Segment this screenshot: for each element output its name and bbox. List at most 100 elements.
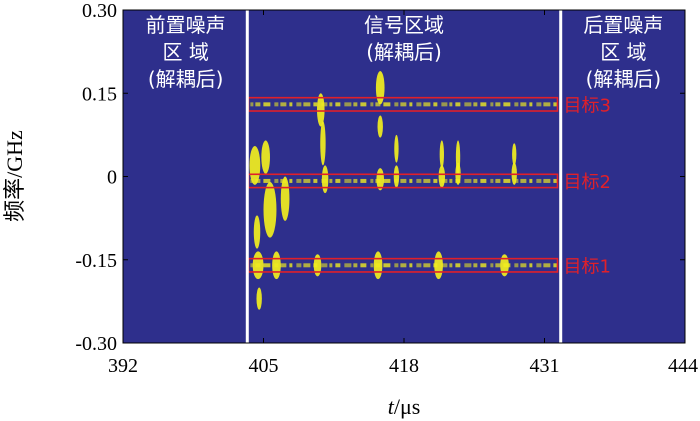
streak-2-27 — [464, 178, 472, 183]
streak-1-20 — [409, 102, 413, 107]
streak-3-29 — [480, 263, 487, 268]
signal-blob-9 — [377, 115, 383, 138]
target-boxes: 目标3 目标2 目标1 — [247, 95, 611, 277]
signal-blob-11 — [394, 134, 399, 163]
streak-3-9 — [321, 263, 328, 268]
region-label-3-line-1: 后置噪声 — [583, 13, 663, 37]
streak-2-31 — [495, 178, 501, 183]
region-label-3-line-3: (解耦后) — [586, 67, 662, 91]
streak-1-9 — [321, 102, 328, 107]
streak-1-23 — [433, 102, 438, 107]
y-tick-label-3: 0 — [107, 167, 117, 189]
streak-2-36 — [536, 178, 542, 183]
x-axis-variable: t — [388, 394, 395, 419]
streak-3-30 — [490, 263, 494, 268]
streak-2-34 — [520, 178, 527, 183]
region-label-2-line-1: 信号区域 — [364, 13, 444, 37]
streak-2-6 — [296, 178, 302, 183]
streak-3-37 — [543, 263, 551, 268]
streak-2-32 — [503, 178, 511, 183]
streak-3-35 — [529, 263, 533, 268]
signal-blob-21 — [313, 254, 322, 277]
streak-2-17 — [383, 178, 391, 183]
x-axis-unit: μs — [400, 394, 420, 419]
streak-2-30 — [490, 178, 494, 183]
x-tick-label-4: 431 — [530, 355, 560, 377]
streak-2-2 — [263, 178, 271, 183]
streak-1-33 — [514, 102, 519, 107]
streak-1-28 — [473, 102, 478, 107]
streak-2-28 — [473, 178, 478, 183]
streak-3-28 — [473, 263, 478, 268]
region-label-1-line-1: 前置噪声 — [146, 13, 226, 37]
streak-1-37 — [543, 102, 551, 107]
x-tick-label-3: 418 — [389, 355, 419, 377]
streak-2-9 — [321, 178, 328, 183]
streak-3-26 — [455, 263, 461, 268]
streak-1-7 — [303, 102, 311, 107]
target-label-1: 目标3 — [563, 95, 610, 116]
streak-1-19 — [400, 102, 407, 107]
streak-3-23 — [433, 263, 438, 268]
y-tick-label-1: 0.30 — [82, 0, 117, 22]
signal-blob-25 — [253, 215, 261, 249]
streak-3-31 — [495, 263, 501, 268]
streak-1-32 — [503, 102, 511, 107]
signal-blob-5 — [316, 93, 325, 127]
streak-3-1 — [255, 263, 261, 268]
streak-3-20 — [409, 263, 413, 268]
streak-2-7 — [303, 178, 311, 183]
streak-2-0 — [250, 178, 254, 183]
x-axis-ticks: 392 405 418 431 444 — [108, 10, 698, 377]
streak-3-0 — [250, 263, 254, 268]
streak-3-24 — [441, 263, 448, 268]
region-label-1-line-2: 区 域 — [163, 40, 209, 64]
streak-2-1 — [255, 178, 261, 183]
region-label-2-line-2: (解耦后) — [366, 40, 442, 64]
signal-blob-17 — [512, 143, 517, 166]
streak-3-2 — [263, 263, 271, 268]
streak-1-16 — [375, 102, 381, 107]
streak-1-36 — [536, 102, 542, 107]
streak-1-2 — [263, 102, 271, 107]
streak-2-35 — [529, 178, 533, 183]
streak-1-21 — [416, 102, 422, 107]
streak-1-4 — [280, 102, 287, 107]
y-tick-label-2: 0.15 — [82, 83, 117, 105]
streak-2-10 — [329, 178, 333, 183]
streak-3-17 — [383, 263, 391, 268]
streak-3-27 — [464, 263, 472, 268]
streak-1-22 — [423, 102, 431, 107]
streak-2-4 — [280, 178, 287, 183]
signal-blob-26 — [256, 287, 262, 310]
streak-3-34 — [520, 263, 527, 268]
x-tick-label-1: 392 — [108, 355, 138, 377]
streak-3-18 — [394, 263, 399, 268]
streak-2-25 — [449, 178, 453, 183]
streak-3-12 — [344, 263, 352, 268]
streak-2-8 — [313, 178, 318, 183]
streak-1-12 — [344, 102, 352, 107]
streak-2-13 — [353, 178, 358, 183]
streak-3-6 — [296, 263, 302, 268]
streak-2-11 — [335, 178, 341, 183]
streak-1-8 — [313, 102, 318, 107]
streak-3-7 — [303, 263, 311, 268]
streak-3-13 — [353, 263, 358, 268]
streak-3-3 — [274, 263, 279, 268]
streak-3-4 — [280, 263, 287, 268]
streak-2-38 — [553, 178, 558, 183]
streak-2-16 — [375, 178, 381, 183]
x-tick-label-5: 444 — [668, 355, 698, 377]
streak-1-10 — [329, 102, 333, 107]
streak-2-33 — [514, 178, 519, 183]
streak-2-24 — [441, 178, 448, 183]
y-axis-ticks: 0.30 0.15 0 -0.15 -0.30 — [75, 0, 685, 355]
streak-1-29 — [480, 102, 487, 107]
streak-2-3 — [274, 178, 279, 183]
streak-3-11 — [335, 263, 341, 268]
streak-3-5 — [289, 263, 293, 268]
streak-2-20 — [409, 178, 413, 183]
